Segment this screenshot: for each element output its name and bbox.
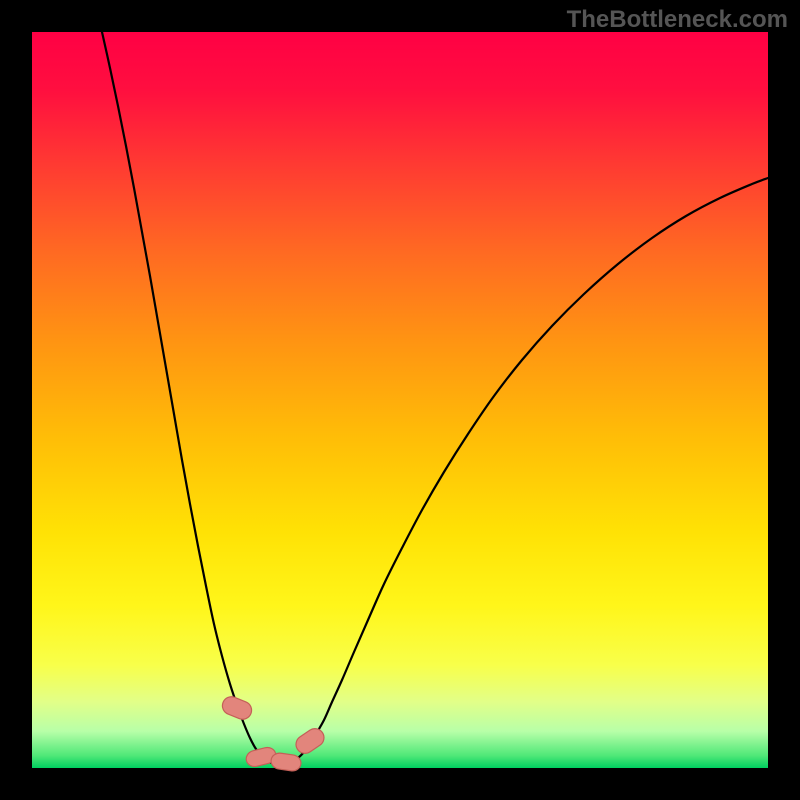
- frame: TheBottleneck.com: [0, 0, 800, 800]
- watermark-text: TheBottleneck.com: [567, 6, 788, 34]
- plot-area: [32, 32, 768, 768]
